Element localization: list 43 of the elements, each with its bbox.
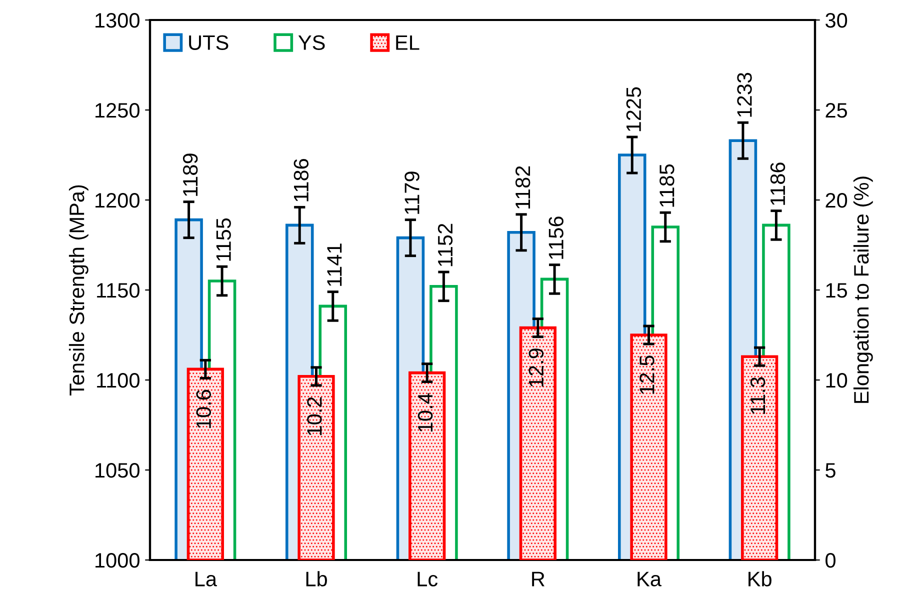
- data-label: 1182: [515, 166, 530, 208]
- data-label: 1189: [182, 154, 198, 196]
- y2-tick-label: 15: [826, 283, 848, 298]
- x-tick-label: Ka: [638, 572, 662, 586]
- data-label: 1156: [548, 216, 564, 259]
- data-label: 10.6: [196, 390, 212, 428]
- data-label: 1225: [626, 87, 642, 132]
- y-tick-label: 1250: [96, 103, 140, 118]
- data-label: 12.5: [640, 356, 654, 394]
- y-tick-label: 1050: [96, 463, 140, 478]
- x-tick-label: Kb: [748, 571, 772, 586]
- x-tick-label: La: [196, 572, 218, 586]
- data-label: 12.9: [528, 348, 544, 387]
- y-tick-label: 1000: [96, 553, 140, 568]
- y2-axis-title: Elongation to Failure (%): [853, 176, 873, 403]
- data-label: 1186: [770, 162, 786, 205]
- x-tick-label: Lc: [418, 572, 438, 586]
- data-label: 1141: [327, 244, 342, 286]
- y2-tick-label: 5: [826, 463, 836, 478]
- y-tick-label: 1300: [96, 13, 140, 28]
- data-label: 10.2: [307, 397, 322, 436]
- y-axis-title: Tensile Strength (MPa): [68, 185, 88, 396]
- y2-tick-label: 10: [826, 373, 848, 388]
- data-label: 1185: [660, 164, 674, 207]
- data-label: 1186: [294, 158, 309, 202]
- data-label: 11.3: [750, 377, 766, 414]
- y2-tick-label: 20: [826, 193, 848, 208]
- data-label: 1152: [438, 224, 453, 266]
- data-label: 1179: [404, 172, 420, 214]
- y2-tick-label: 25: [826, 103, 848, 118]
- y-tick-label: 1200: [96, 193, 140, 208]
- data-label: 10.4: [418, 393, 433, 432]
- y2-tick-label: 0: [826, 553, 836, 568]
- legend-label: EL: [396, 35, 420, 50]
- data-label: 1155: [216, 218, 231, 261]
- x-tick-label: R: [532, 572, 544, 586]
- x-tick-label: Lb: [306, 571, 327, 586]
- y-tick-label: 1150: [97, 283, 140, 298]
- legend-label: UTS: [189, 35, 228, 50]
- data-label: 1233: [737, 72, 752, 117]
- y-tick-label: 1100: [97, 373, 140, 388]
- legend-label: YS: [298, 35, 325, 50]
- y2-tick-label: 30: [826, 13, 848, 28]
